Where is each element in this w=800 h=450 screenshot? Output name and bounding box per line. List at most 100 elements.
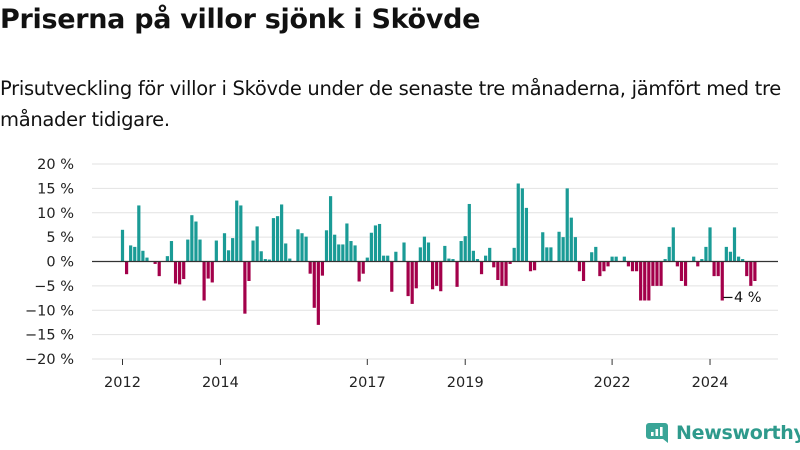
x-tick-label: 2024 bbox=[692, 375, 729, 391]
bar bbox=[679, 261, 684, 281]
bar bbox=[430, 261, 435, 290]
bar bbox=[541, 232, 545, 262]
bar bbox=[614, 256, 618, 262]
bar bbox=[741, 259, 745, 262]
bar bbox=[577, 261, 582, 272]
bar bbox=[141, 250, 145, 262]
bar bbox=[353, 245, 357, 262]
bar bbox=[439, 261, 443, 292]
bar bbox=[639, 261, 643, 301]
bar bbox=[532, 261, 537, 271]
bar bbox=[239, 205, 243, 262]
bar bbox=[267, 259, 271, 262]
bar bbox=[137, 205, 141, 262]
bar bbox=[736, 256, 741, 262]
bar bbox=[341, 244, 345, 262]
bar bbox=[745, 261, 749, 277]
bar bbox=[622, 256, 626, 262]
bar bbox=[178, 261, 182, 285]
bar bbox=[651, 261, 655, 286]
axes bbox=[92, 260, 778, 365]
bar bbox=[418, 247, 422, 262]
bar bbox=[692, 256, 696, 262]
axis-labels: 20 % 15 % 10 % 5 % 0 % −5 % −10 % −15 % −20 % 201… bbox=[25, 157, 762, 391]
bar bbox=[247, 261, 251, 281]
bar bbox=[410, 261, 414, 304]
bar bbox=[165, 256, 169, 262]
bar bbox=[492, 261, 496, 268]
bar bbox=[528, 261, 533, 272]
bar bbox=[561, 237, 565, 262]
brand-name: Newsworthy bbox=[676, 422, 800, 444]
bar bbox=[581, 261, 586, 281]
bars bbox=[120, 183, 757, 325]
bar bbox=[173, 261, 178, 284]
x-tick-label: 2012 bbox=[104, 375, 141, 391]
x-tick-label: 2014 bbox=[202, 375, 239, 391]
bar bbox=[390, 261, 394, 292]
gridlines bbox=[92, 163, 778, 360]
y-tick-label: 10 % bbox=[37, 206, 74, 222]
bar bbox=[275, 216, 280, 262]
x-tick-label: 2017 bbox=[349, 375, 386, 391]
bar bbox=[369, 232, 373, 262]
bar bbox=[728, 251, 733, 262]
bar bbox=[475, 259, 480, 262]
bar bbox=[467, 203, 471, 262]
y-tick-label: −15 % bbox=[25, 328, 74, 344]
bar bbox=[255, 226, 259, 262]
bar bbox=[382, 255, 386, 262]
bar bbox=[157, 261, 161, 277]
x-tick-label: 2019 bbox=[447, 375, 484, 391]
bar bbox=[324, 230, 329, 262]
bar bbox=[133, 246, 137, 262]
bar bbox=[320, 261, 325, 276]
bar bbox=[663, 259, 667, 262]
bar bbox=[316, 261, 320, 325]
bar bbox=[386, 255, 390, 262]
bar bbox=[145, 257, 149, 262]
bar bbox=[426, 242, 431, 262]
bar bbox=[655, 261, 659, 286]
bar bbox=[361, 261, 365, 274]
bar bbox=[210, 261, 214, 283]
brand-logo: Newsworthy bbox=[645, 421, 800, 445]
bar bbox=[288, 258, 292, 262]
bar bbox=[206, 261, 210, 279]
bar bbox=[447, 258, 451, 262]
bar bbox=[557, 231, 561, 262]
y-tick-label: 15 % bbox=[37, 181, 74, 197]
bar bbox=[243, 261, 247, 314]
chart-subtitle: Prisutveckling för villor i Skövde under… bbox=[0, 77, 781, 131]
bar bbox=[129, 245, 133, 262]
bar bbox=[602, 261, 606, 272]
bar bbox=[565, 188, 569, 262]
newsworthy-logo-icon bbox=[646, 423, 668, 443]
bar bbox=[524, 207, 529, 262]
bar bbox=[573, 237, 577, 262]
y-tick-label: −20 % bbox=[25, 352, 74, 368]
bar bbox=[569, 217, 573, 262]
bar bbox=[422, 236, 427, 262]
bar bbox=[394, 251, 398, 262]
bar bbox=[235, 200, 239, 262]
bar bbox=[190, 215, 194, 262]
bar bbox=[520, 188, 524, 262]
bar bbox=[280, 204, 284, 262]
bar bbox=[488, 247, 492, 262]
bar bbox=[504, 261, 508, 286]
bar bbox=[626, 261, 631, 267]
bar bbox=[333, 234, 337, 262]
bar bbox=[749, 261, 753, 286]
bar bbox=[451, 259, 455, 262]
bar bbox=[194, 221, 198, 262]
bar bbox=[300, 233, 304, 262]
bar bbox=[357, 261, 361, 282]
y-tick-label: 5 % bbox=[46, 230, 74, 246]
bar bbox=[198, 239, 202, 262]
bar bbox=[704, 246, 708, 262]
bar bbox=[659, 261, 663, 286]
bar bbox=[732, 227, 737, 262]
bar bbox=[365, 257, 369, 262]
